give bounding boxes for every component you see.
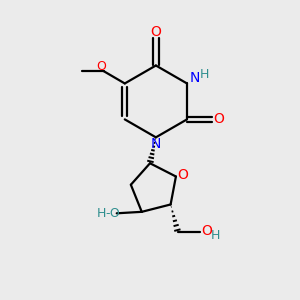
Text: O: O xyxy=(151,25,161,39)
Text: O: O xyxy=(96,61,106,74)
Text: O: O xyxy=(177,168,188,182)
Text: H: H xyxy=(97,207,106,220)
Text: -O: -O xyxy=(105,207,120,220)
Text: N: N xyxy=(190,71,200,85)
Text: H: H xyxy=(211,230,220,242)
Text: O: O xyxy=(214,112,224,126)
Text: O: O xyxy=(201,224,212,238)
Text: N: N xyxy=(151,137,161,151)
Text: H: H xyxy=(200,68,209,80)
